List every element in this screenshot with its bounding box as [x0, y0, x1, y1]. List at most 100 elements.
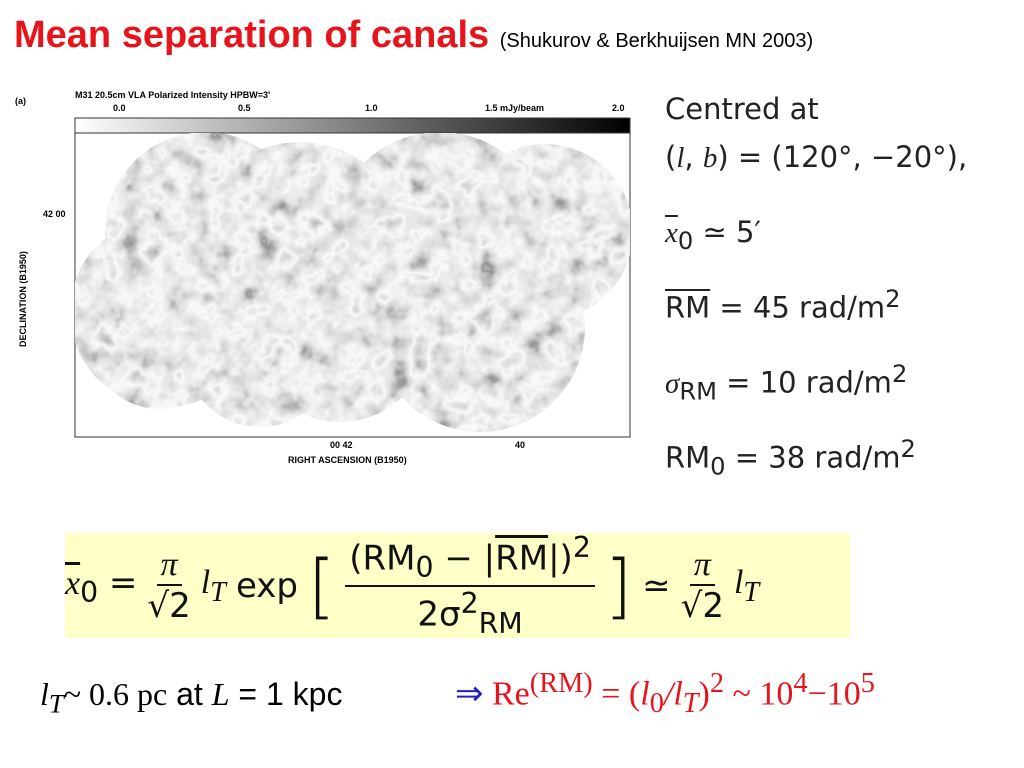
- text: 2: [900, 435, 916, 463]
- element: lT: [734, 562, 759, 609]
- text: = (: [592, 675, 641, 713]
- element: x0 =: [65, 563, 137, 609]
- text: ,: [684, 140, 703, 174]
- text: √2: [680, 585, 724, 626]
- x-tick-label: 40: [515, 440, 525, 450]
- citation: (Shukurov & Berkhuijsen MN 2003): [499, 30, 814, 52]
- scale-statement: lT~ 0.6 pc at L = 1 kpc: [40, 676, 342, 719]
- text: √2: [147, 585, 191, 626]
- bracket: ]: [604, 544, 633, 627]
- text: /: [663, 675, 674, 713]
- text: T: [48, 688, 64, 719]
- text: RM: [679, 377, 717, 406]
- text: l: [40, 676, 49, 712]
- element: 2σ2RM: [417, 587, 522, 640]
- text: exp: [235, 565, 298, 606]
- element: π √2: [681, 546, 724, 626]
- element: lT: [201, 562, 226, 609]
- figure-caption: M31 20.5cm VLA Polarized Intensity HPBW=…: [75, 90, 270, 100]
- element: (RM0 − |RM|)2: [345, 531, 595, 587]
- formula-box: x0 = π √2 lT exp [ (RM0 − |RM|)2 2σ2RM ] …: [65, 531, 850, 640]
- text: L: [211, 676, 230, 712]
- text: 2: [460, 586, 479, 620]
- element: [75, 133, 630, 432]
- text: ): [698, 675, 710, 713]
- text: 4: [793, 668, 808, 699]
- text: l: [733, 564, 744, 602]
- text: ~ 10: [724, 675, 794, 713]
- text: ≃ 5′: [693, 215, 762, 249]
- text: 0: [710, 452, 726, 481]
- text: ⇒: [455, 675, 492, 713]
- text: 0: [415, 551, 434, 585]
- text: (RM): [529, 668, 593, 699]
- text: = 10 rad/m: [716, 365, 892, 400]
- text: 2: [709, 668, 725, 699]
- text: ≃: [642, 565, 671, 606]
- text: 0: [649, 688, 664, 720]
- text: T: [743, 576, 760, 608]
- text: π: [156, 546, 182, 586]
- text: 2: [885, 285, 901, 313]
- y-tick-label: 42 00: [43, 209, 66, 219]
- text: = 45 rad/m: [710, 290, 886, 325]
- x-tick-label: 00 42: [330, 440, 353, 450]
- text: =: [98, 562, 138, 603]
- text: b: [702, 142, 718, 174]
- text: Centred at: [665, 92, 819, 126]
- note: σRM = 10 rad/m2: [665, 360, 907, 405]
- text: x: [665, 217, 678, 249]
- text: ~ 0.6 pc: [63, 676, 168, 712]
- text: T: [682, 688, 699, 720]
- element: π √2: [147, 546, 190, 626]
- text: RM: [665, 440, 711, 475]
- map-image: [75, 133, 630, 432]
- text: 2: [891, 360, 908, 388]
- text: − |: [433, 538, 496, 579]
- text: 2σ: [417, 593, 461, 634]
- text: l: [640, 675, 650, 713]
- text: 0: [80, 575, 99, 609]
- text: Re: [492, 675, 530, 713]
- note: RM0 = 38 rad/m2: [665, 435, 916, 480]
- text: = 38 rad/m: [725, 440, 901, 475]
- colorbar-label: 1.5 mJy/beam: [485, 103, 544, 113]
- text: 0: [677, 226, 694, 255]
- title-row: Mean separation of canals (Shukurov & Be…: [14, 14, 813, 57]
- map-figure: (a) M31 20.5cm VLA Polarized Intensity H…: [15, 90, 631, 465]
- text: ) = (120°, −20°),: [717, 140, 968, 174]
- text: RM: [478, 606, 523, 640]
- colorbar-label: 0.5: [238, 103, 251, 113]
- text: 5: [860, 668, 875, 699]
- element: (RM0 − |RM|)2 2σ2RM: [345, 531, 595, 640]
- bracket: [: [307, 544, 336, 627]
- text: σ: [665, 367, 680, 400]
- text: RM: [665, 290, 711, 325]
- colorbar-label: 1.0: [365, 103, 378, 113]
- text: (: [665, 140, 677, 174]
- text: 2: [572, 531, 591, 565]
- panel-label: (a): [15, 96, 26, 106]
- text: x: [65, 564, 81, 602]
- text: −10: [807, 675, 861, 713]
- text: RM: [495, 538, 549, 579]
- note: (l, b) = (120°, −20°),: [665, 140, 967, 175]
- colorbar-label: 0.0: [113, 103, 126, 113]
- note: Centred at: [665, 92, 819, 126]
- text: |): [548, 538, 573, 579]
- text: l: [673, 675, 683, 713]
- text: π: [689, 546, 715, 586]
- title: Mean separation of canals: [14, 14, 490, 56]
- text: = 1 kpc: [229, 676, 343, 712]
- text: (RM: [349, 538, 416, 579]
- y-axis-label: DECLINATION (B1950): [18, 251, 28, 347]
- note: x0 ≃ 5′: [665, 215, 761, 255]
- note: RM = 45 rad/m2: [665, 285, 901, 325]
- text: T: [210, 576, 226, 608]
- x-axis-label: RIGHT ASCENSION (B1950): [288, 455, 407, 465]
- text: l: [200, 564, 211, 602]
- reynolds-statement: ⇒ Re(RM) = (l0/lT)2 ~ 104−105: [455, 668, 875, 720]
- text: at: [167, 676, 212, 712]
